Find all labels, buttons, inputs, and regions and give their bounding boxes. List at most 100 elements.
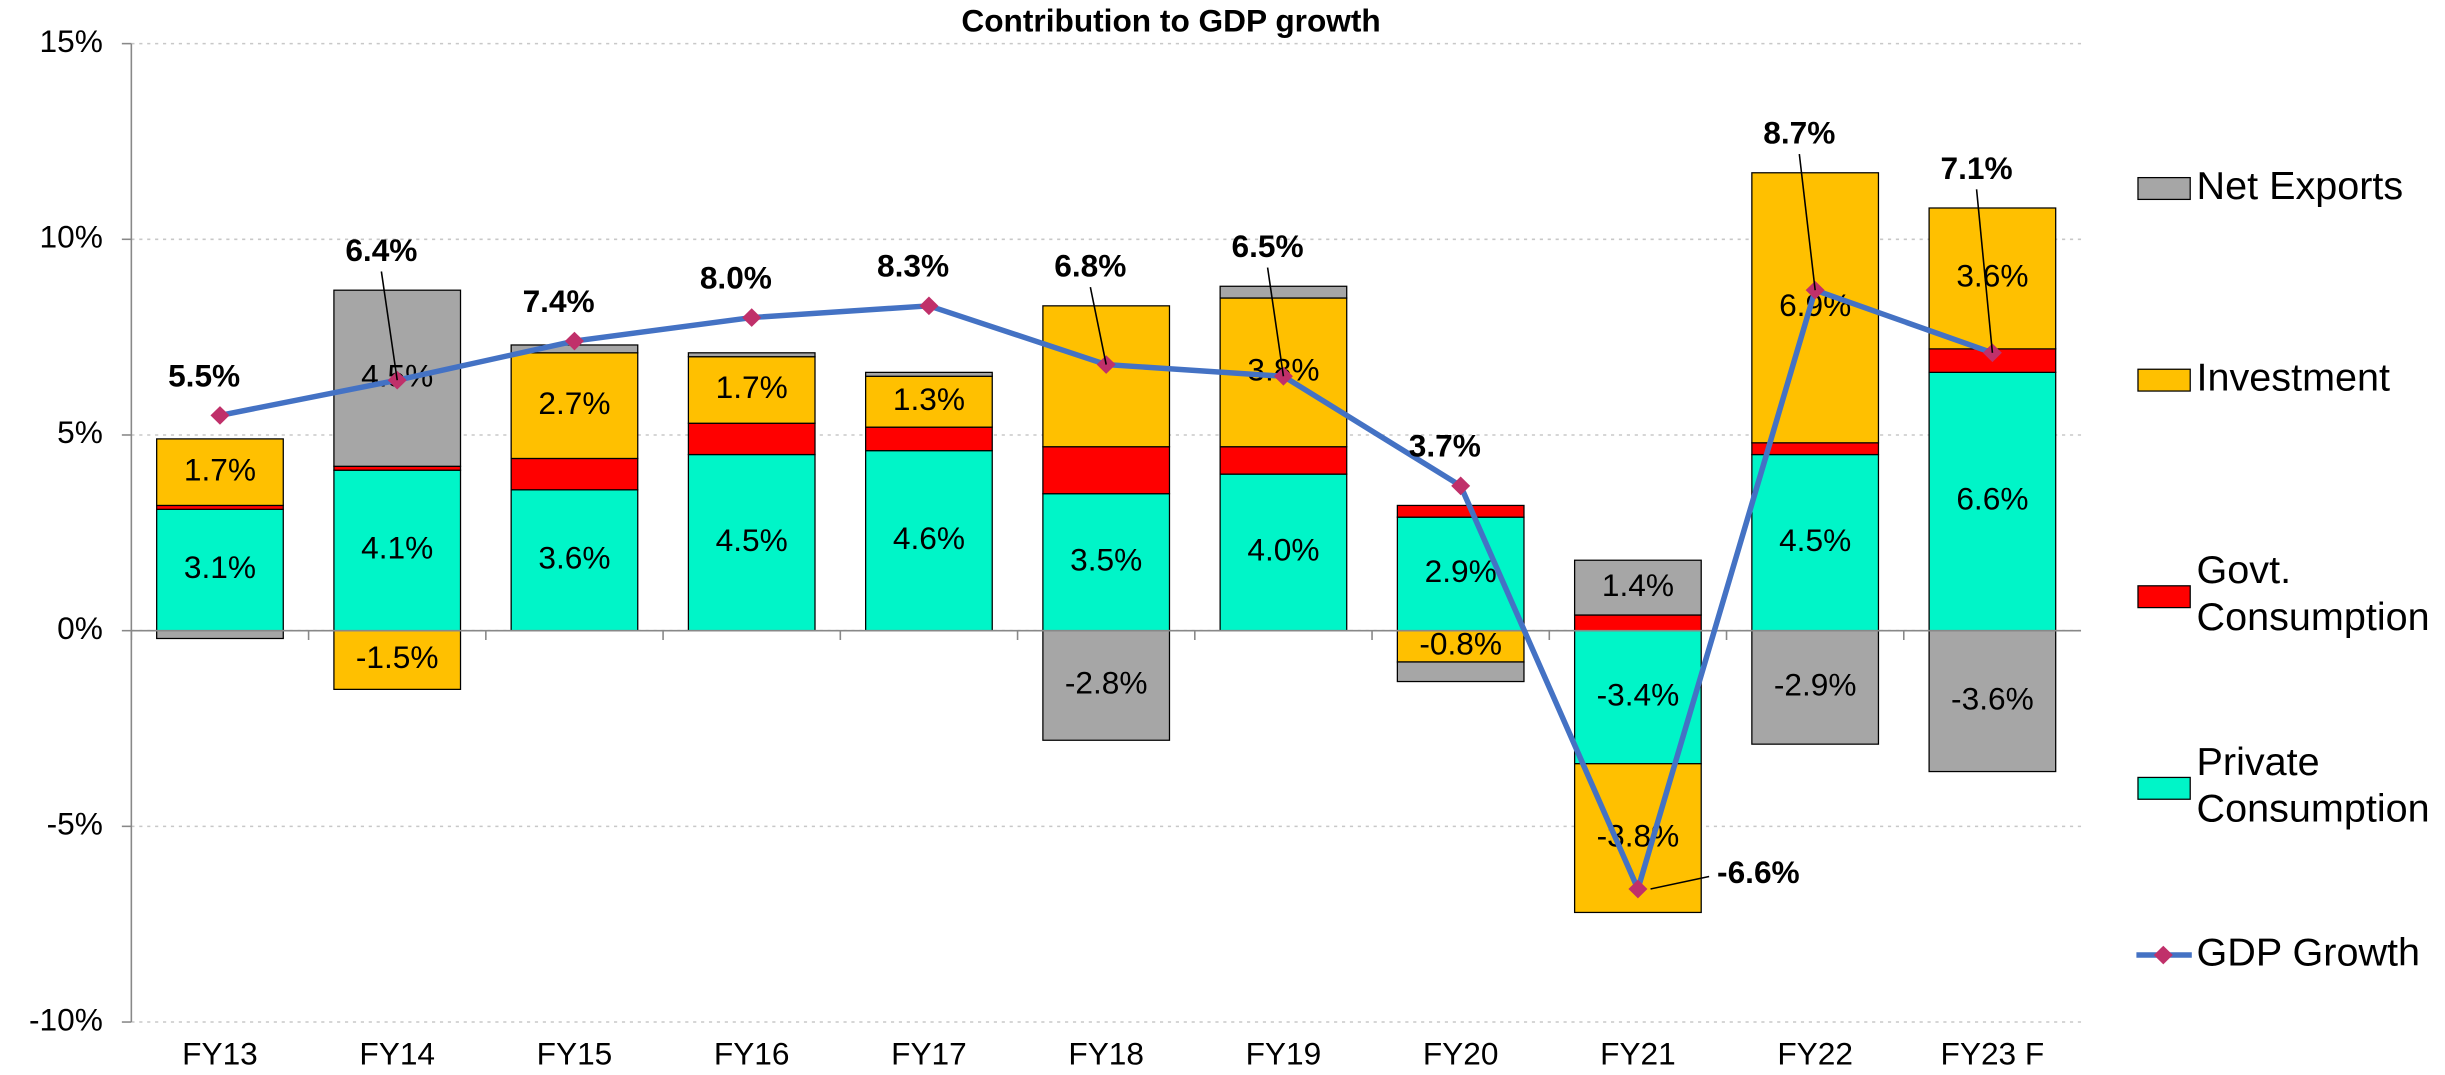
bar-segment [865,371,993,377]
leader-line [1798,153,1816,291]
data-label: -3.4% [1597,678,1680,713]
data-label: 6.6% [1956,482,2028,517]
data-label: 1.7% [184,453,256,488]
data-label: -3.6% [1951,682,2034,717]
x-tick-label: FY22 [1777,1037,1853,1072]
gdp-label: 6.4% [345,233,417,268]
y-tick-label: 15% [40,24,103,59]
bar-segment [1396,504,1525,518]
legend-swatch [2137,176,2191,201]
gdp-label: 7.1% [1941,151,2013,186]
legend-swatch [2137,585,2191,609]
bar-segment [1928,371,2057,632]
bar-segment [1042,446,1171,495]
y-tick-label: -10% [29,1002,103,1037]
y-tick-label: 0% [57,611,103,646]
bar-segment [865,426,993,452]
data-label: 1.7% [716,370,788,405]
data-label: 2.9% [1425,554,1497,589]
bar-segment [1396,516,1525,632]
legend-swatch [2137,368,2191,392]
bar-segment [156,630,284,640]
y-tick-label: 10% [40,220,103,255]
bar-segment [156,508,284,632]
bar-segment [156,438,284,507]
marker [210,406,230,425]
x-tick-label: FY16 [714,1037,790,1072]
data-label: 4.1% [361,531,433,566]
marker [742,308,762,327]
bar-segment [1751,172,1880,444]
data-label: -1.5% [356,640,439,675]
marker [919,296,939,316]
marker [1628,879,1648,899]
marker [1982,343,2002,363]
legend-label: Net Exports [2197,164,2404,208]
bar-segment [1928,207,2057,350]
data-label: 4.5% [716,523,788,558]
bar-segment [333,630,462,690]
bar-segment [1042,630,1171,741]
data-label: 1.4% [1602,568,1674,603]
bar-segment [687,453,816,632]
data-label: 3.1% [184,550,256,585]
x-tick-label: FY17 [891,1037,967,1072]
data-label: 2.7% [538,386,610,421]
y-tick-label: -5% [47,807,103,842]
gdp-label: 8.7% [1763,116,1835,151]
data-label: 4.0% [1247,533,1319,568]
data-label: 1.3% [893,382,965,417]
leader-line [1975,189,1994,353]
legend-label: GDP Growth [2197,931,2420,975]
bar-segment [687,352,816,358]
legend-swatch [2153,945,2173,965]
x-tick-label: FY15 [537,1037,613,1072]
data-label: 3.6% [1956,259,2028,294]
gdp-label: 8.3% [877,249,949,284]
bar-segment [1751,453,1880,632]
data-label: 4.5% [1779,523,1851,558]
gdp-label: 7.4% [523,284,595,319]
bar-segment [333,469,462,632]
x-tick-label: FY18 [1068,1037,1144,1072]
bar-segment [1928,630,2057,773]
gdp-label: 6.5% [1232,229,1304,264]
bar-segment [1042,493,1171,632]
x-tick-label: FY19 [1246,1037,1322,1072]
x-tick-label: FY23 F [1941,1037,2045,1072]
bar-segment [1219,446,1348,475]
gdp-label: 3.7% [1409,429,1481,464]
x-tick-label: FY20 [1423,1037,1499,1072]
x-tick-label: FY21 [1600,1037,1676,1072]
gdp-label: 5.5% [168,358,240,393]
bar-segment [1573,614,1702,632]
data-label: -0.8% [1419,627,1502,662]
bar-segment [1573,559,1702,616]
bar-segment [510,457,639,491]
marker [1273,366,1293,386]
gdp-label: -6.6% [1717,855,1800,890]
leader-line [1266,267,1285,377]
leader-line [1650,875,1710,890]
data-label: -2.8% [1065,666,1148,701]
data-label: 3.6% [538,541,610,576]
chart-title: Contribution to GDP growth [961,4,1380,39]
bar-segment [687,422,816,456]
y-tick-label: 5% [57,415,103,450]
bar-segment [510,352,639,460]
gdp-label: 6.8% [1054,249,1126,284]
data-label: -2.9% [1774,668,1857,703]
leader-line [380,271,398,381]
bar-segment [865,375,993,428]
bar-segment [1396,661,1525,683]
data-label: 4.6% [893,521,965,556]
leader-line [1089,286,1107,365]
x-tick-label: FY14 [359,1037,435,1072]
bar-segment [1219,285,1348,299]
x-tick-label: FY13 [182,1037,258,1072]
bar-segment [1042,305,1171,448]
bar-segment [1751,630,1880,745]
legend-label: Private Consumption [2197,741,2430,831]
legend-label: Govt. Consumption [2197,549,2430,639]
